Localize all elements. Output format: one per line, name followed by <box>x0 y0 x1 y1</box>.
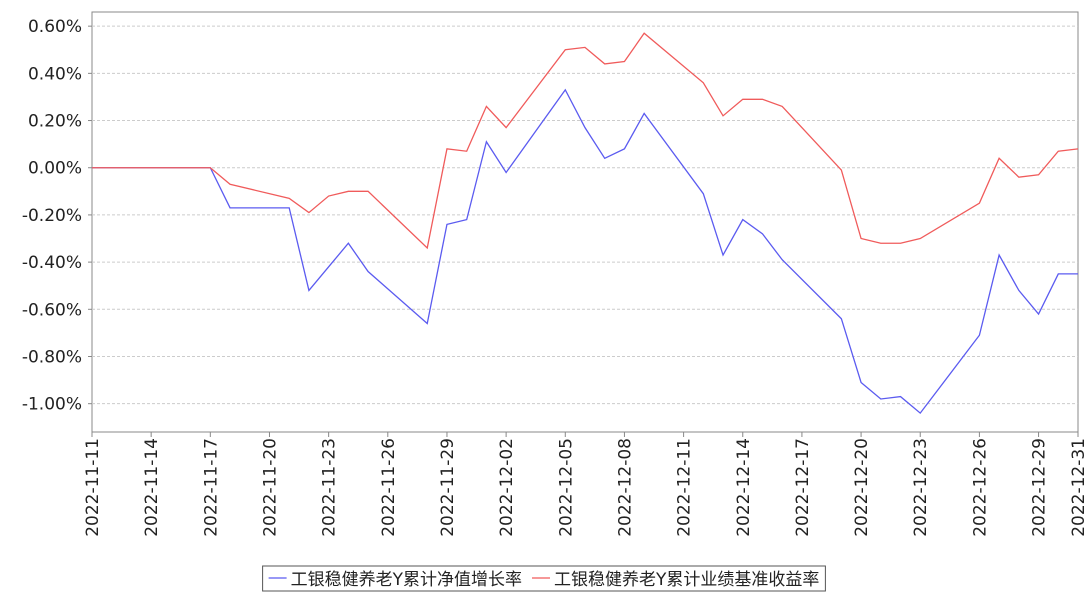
legend-label: 工银稳健养老Y累计净值增长率 <box>291 570 522 590</box>
y-tick-label: 0.60% <box>28 17 82 37</box>
legend: 工银稳健养老Y累计净值增长率 工银稳健养老Y累计业绩基准收益率 <box>262 565 826 592</box>
x-tick-label: 2022-11-26 <box>379 438 399 537</box>
x-tick-label: 2022-11-20 <box>260 438 280 537</box>
x-tick-label: 2022-12-31 <box>1069 438 1088 537</box>
y-tick-label: -0.80% <box>22 347 82 367</box>
x-tick-label: 2022-12-02 <box>497 438 517 537</box>
x-tick-label: 2022-12-14 <box>734 438 754 537</box>
x-tick-label: 2022-12-17 <box>793 438 813 537</box>
x-tick-label: 2022-12-05 <box>556 438 576 537</box>
series-line <box>92 88 1078 415</box>
y-tick-label: 0.00% <box>28 159 82 179</box>
x-tick-label: 2022-12-20 <box>852 438 872 537</box>
x-tick-label: 2022-12-11 <box>675 438 695 537</box>
x-tick-label: 2022-12-23 <box>911 438 931 537</box>
x-tick-label: 2022-12-08 <box>615 438 635 537</box>
y-tick-label: -0.40% <box>22 253 82 273</box>
y-tick-label: -1.00% <box>22 395 82 415</box>
y-tick-label: -0.20% <box>22 206 82 226</box>
x-tick-label: 2022-11-14 <box>142 438 162 537</box>
x-tick-label: 2022-12-26 <box>970 438 990 537</box>
plot-area <box>91 11 1079 433</box>
legend-label: 工银稳健养老Y累计业绩基准收益率 <box>554 570 819 590</box>
y-tick-label: 0.20% <box>28 112 82 132</box>
x-tick-label: 2022-12-29 <box>1030 438 1050 537</box>
x-tick-label: 2022-11-17 <box>201 438 221 537</box>
y-tick-label: 0.40% <box>28 64 82 84</box>
x-tick-label: 2022-11-11 <box>83 438 103 537</box>
x-tick-label: 2022-11-23 <box>320 438 340 537</box>
y-tick-label: -0.60% <box>22 300 82 320</box>
x-tick-label: 2022-11-29 <box>438 438 458 537</box>
series-line <box>92 32 1079 250</box>
